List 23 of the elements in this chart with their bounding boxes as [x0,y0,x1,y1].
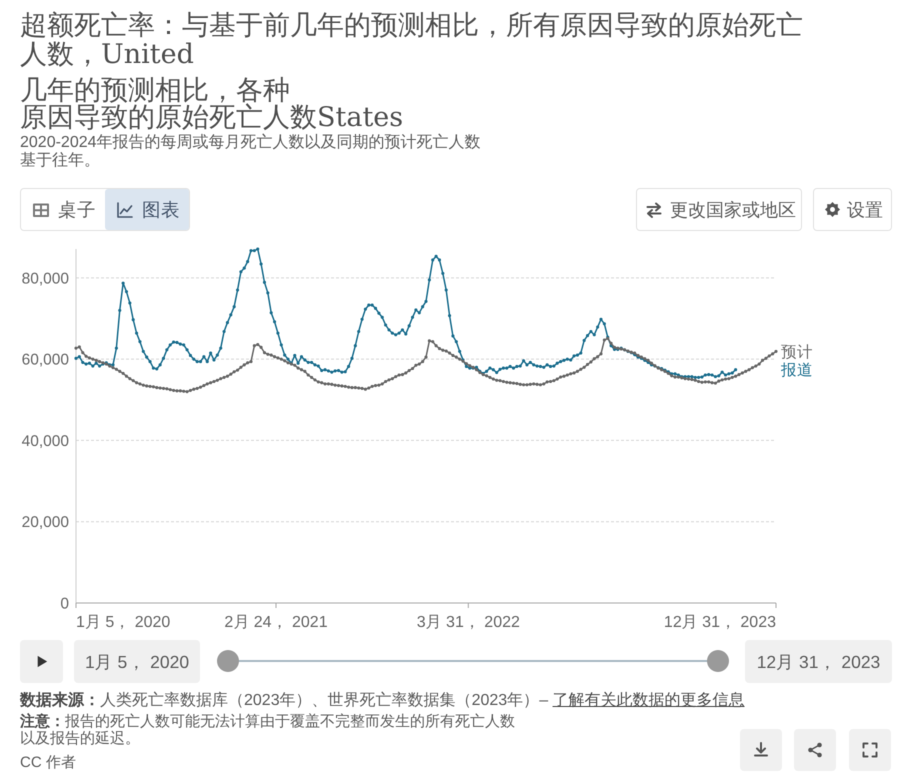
tab-chart: 图表 [105,189,189,230]
x-tick-label: 12月 31， 2023 [664,614,776,631]
x-tick-label: 1月 5， 2020 [76,614,170,631]
timeline-start: 1月 5， 2020 [74,640,200,683]
y-tick-label: 20,000 [22,514,70,532]
button-settings: 设置 [813,188,892,231]
x-tick-label: 2月 24， 2021 [224,614,328,631]
sources: 数据来源：人类死亡率数据库（2023年）、世界死亡率数据集（2023年）– 了解有关此数据的更多信息 [20,692,746,710]
note: 注意：报告的死亡人数可能无法计算由于覆盖不完整而发生的所有死亡人数以及报告的延迟。 [20,714,515,748]
y-tick-label: 40,000 [22,432,70,450]
subtitle: 2020-2024年报告的每周或每月死亡人数以及同期的预计死亡人数基于往年。 [20,134,482,170]
button-change-country: 更改国家或地区 [636,188,802,231]
footer: CC 作者 [20,754,76,771]
timeline-end: 12月 31， 2023 [745,640,892,683]
title: 超额死亡率：与基于前几年的预测相比，所有原因导致的原始死亡人数，United [20,11,804,69]
title-line: 原因导致的原始死亡人数States [20,104,404,131]
legend: 预计 报道 [781,344,813,380]
title-line: 几年的预测相比，各种 [20,77,290,104]
y-tick-label: 60,000 [22,352,70,369]
y-tick-label: 0 [60,596,70,612]
y-tick-label: 80,000 [22,270,70,288]
tab-table: 桌子 [21,189,105,230]
x-tick-label: 3月 31， 2022 [416,614,520,631]
